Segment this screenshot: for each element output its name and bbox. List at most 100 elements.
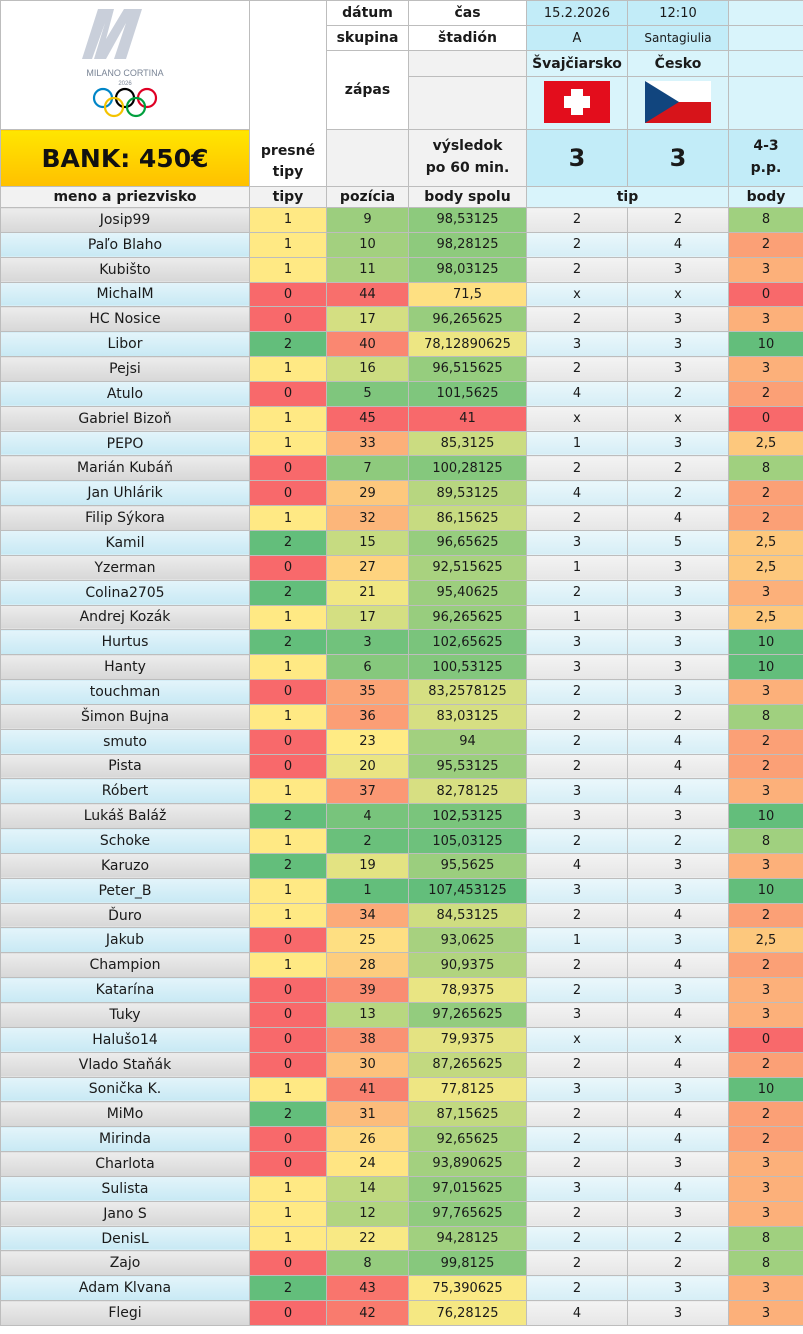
tip-team2-value: 3 [627, 256, 729, 283]
tip-team1-value: 2 [526, 455, 628, 482]
tip-team2-value: 3 [627, 1275, 729, 1302]
tip-team1-value: 1 [526, 554, 628, 581]
tip-team1-value: 2 [526, 1151, 628, 1177]
body-spolu-value: 41 [408, 405, 527, 432]
table-row: Josip99 1 9 98,53125 2 2 8 [0, 207, 803, 233]
player-name: Jano S [0, 1200, 250, 1227]
body-value: 3 [728, 977, 803, 1003]
pozicia-value: 21 [326, 579, 409, 606]
table-row: Pista 0 20 95,53125 2 4 2 [0, 753, 803, 780]
tip-team2-value: 4 [627, 1101, 729, 1128]
tip-team1-value: 3 [526, 654, 628, 681]
vysledok-label-1: výsledok [432, 138, 503, 155]
czech-flag-icon [645, 80, 711, 123]
pozicia-value: 42 [326, 1300, 409, 1326]
player-name: Hanty [0, 654, 250, 681]
vysledok-label-2: po 60 min. [425, 160, 510, 176]
presne-tipy-value: 0 [249, 1300, 327, 1326]
presne-tipy-value: 0 [249, 480, 327, 507]
presne-tipy-value: 1 [249, 505, 327, 531]
body-spolu-value: 97,015625 [408, 1175, 527, 1202]
team1-flag-cell [526, 76, 628, 130]
body-spolu-value: 97,765625 [408, 1200, 527, 1227]
tip-team1-value: 2 [526, 1200, 628, 1227]
table-row: Peter_B 1 1 107,453125 3 3 10 [0, 877, 803, 904]
pozicia-value: 13 [326, 1002, 409, 1028]
body-value: 2 [728, 728, 803, 755]
pozicia-value: 37 [326, 778, 409, 805]
body-spolu-value: 99,8125 [408, 1250, 527, 1277]
match-group: A [526, 25, 628, 51]
body-spolu-value: 93,890625 [408, 1151, 527, 1177]
table-row: DenisL 1 22 94,28125 2 2 8 [0, 1225, 803, 1252]
table-row: Tuky 0 13 97,265625 3 4 3 [0, 1002, 803, 1028]
body-value: 3 [728, 1200, 803, 1227]
body-spolu-value: 96,65625 [408, 529, 527, 556]
player-name: Ďuro [0, 902, 250, 929]
presne-tipy-value: 0 [249, 927, 327, 954]
table-row: Vlado Staňák 0 30 87,265625 2 4 2 [0, 1051, 803, 1078]
tip-team2-value: 4 [627, 778, 729, 805]
player-name: MichalM [0, 281, 250, 308]
presne-tipy-value: 0 [249, 380, 327, 407]
body-value: 8 [728, 207, 803, 233]
presne-tipy-value: 0 [249, 554, 327, 581]
tip-team1-value: 1 [526, 430, 628, 457]
score-team1: 3 [526, 129, 628, 187]
pozicia-value: 5 [326, 380, 409, 407]
body-value: 2 [728, 231, 803, 258]
empty-cell [408, 50, 527, 77]
presne-tipy-value: 1 [249, 654, 327, 681]
pozicia-value: 32 [326, 505, 409, 531]
player-name: Mirinda [0, 1126, 250, 1153]
presne-tipy-value: 1 [249, 405, 327, 432]
table-row: Andrej Kozák 1 17 96,265625 1 3 2,5 [0, 604, 803, 631]
body-spolu-value: 86,15625 [408, 505, 527, 531]
final-result-1: 4-3 [753, 138, 779, 155]
body-spolu-value: 97,265625 [408, 1002, 527, 1028]
body-spolu-value: 92,515625 [408, 554, 527, 581]
presne-tipy-value: 0 [249, 1151, 327, 1177]
pozicia-value: 4 [326, 803, 409, 830]
player-name: Jan Uhlárik [0, 480, 250, 507]
tip-team2-value: 3 [627, 679, 729, 705]
tip-team1-value: 3 [526, 778, 628, 805]
body-value: 8 [728, 828, 803, 854]
pozicia-value: 26 [326, 1126, 409, 1153]
body-spolu-value: 100,28125 [408, 455, 527, 482]
body-spolu-value: 98,28125 [408, 231, 527, 258]
tip-team1-value: 2 [526, 952, 628, 979]
zapas-label: zápas [326, 50, 409, 130]
table-row: PEPO 1 33 85,3125 1 3 2,5 [0, 430, 803, 457]
presne-tipy-value: 0 [249, 679, 327, 705]
presne-tipy-value: 1 [249, 231, 327, 258]
tip-team2-value: 4 [627, 902, 729, 929]
presne-tipy-value: 2 [249, 629, 327, 656]
table-row: Karuzo 2 19 95,5625 4 3 3 [0, 852, 803, 879]
pozicia-value: 39 [326, 977, 409, 1003]
tip-team1-value: 3 [526, 629, 628, 656]
body-spolu-value: 107,453125 [408, 877, 527, 904]
olympics-logo: MILANO CORTINA 2026 [81, 9, 163, 118]
tip-team2-value: 4 [627, 1002, 729, 1028]
table-row: Šimon Bujna 1 36 83,03125 2 2 8 [0, 703, 803, 730]
presne-tipy-value: 0 [249, 1250, 327, 1277]
empty-cell [408, 76, 527, 130]
player-name: Zajo [0, 1250, 250, 1277]
body-spolu-value: 84,53125 [408, 902, 527, 929]
tip-team2-value: 3 [627, 1151, 729, 1177]
presne-tipy-value: 1 [249, 604, 327, 631]
body-value: 8 [728, 455, 803, 482]
body-spolu-value: 82,78125 [408, 778, 527, 805]
empty-cell [728, 76, 803, 130]
presne-tipy-header: presné tipy [249, 0, 327, 187]
presne-tipy-value: 1 [249, 430, 327, 457]
tip-team2-value: x [627, 281, 729, 308]
body-value: 2,5 [728, 529, 803, 556]
player-name: touchman [0, 679, 250, 705]
stadion-label: štadión [408, 25, 527, 51]
tip-team1-value: 2 [526, 1225, 628, 1252]
presne-tipy-value: 0 [249, 728, 327, 755]
empty-cell [728, 50, 803, 77]
player-name: Atulo [0, 380, 250, 407]
